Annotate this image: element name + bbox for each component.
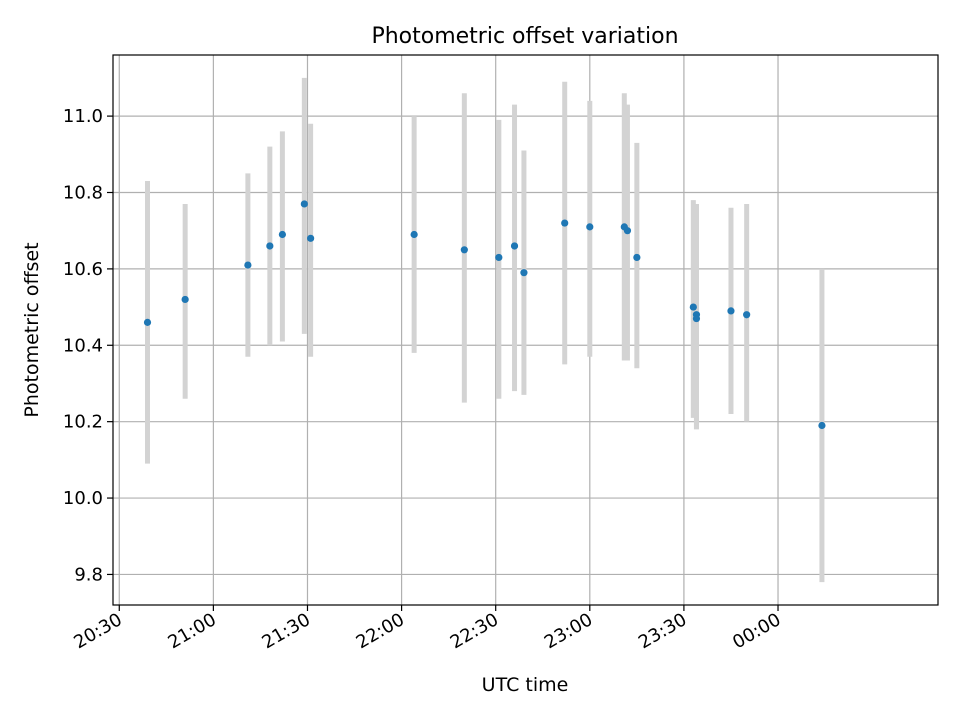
y-tick-label: 10.0: [63, 488, 103, 509]
data-point: [266, 242, 274, 250]
y-axis-label: Photometric offset: [21, 242, 43, 417]
y-tick-label: 10.8: [63, 183, 103, 204]
data-point: [278, 230, 286, 239]
data-point: [181, 295, 189, 304]
data-point: [300, 200, 308, 208]
data-point: [561, 219, 569, 227]
y-tick-label: 10.4: [63, 335, 103, 356]
data-point: [692, 314, 701, 323]
data-point: [818, 421, 826, 430]
data-point: [689, 303, 697, 311]
data-point: [143, 318, 152, 326]
data-point: [623, 227, 632, 235]
y-tick-label: 10.6: [63, 259, 103, 280]
data-point: [510, 242, 519, 250]
y-tick-label: 11.0: [63, 106, 103, 127]
data-points: [143, 200, 826, 430]
data-point: [586, 223, 594, 231]
data-point: [520, 269, 528, 277]
x-axis-label: UTC time: [482, 674, 569, 696]
data-point: [460, 246, 468, 254]
data-point: [307, 234, 315, 242]
y-tick-label: 9.8: [74, 564, 103, 585]
data-point: [495, 253, 503, 262]
plot-frame: [112, 54, 939, 606]
data-point: [727, 307, 735, 315]
data-point: [743, 311, 751, 319]
data-point: [633, 253, 641, 262]
data-point: [410, 230, 418, 239]
chart-title: Photometric offset variation: [371, 24, 678, 49]
data-point: [244, 261, 252, 269]
y-tick-label: 10.2: [63, 412, 103, 433]
